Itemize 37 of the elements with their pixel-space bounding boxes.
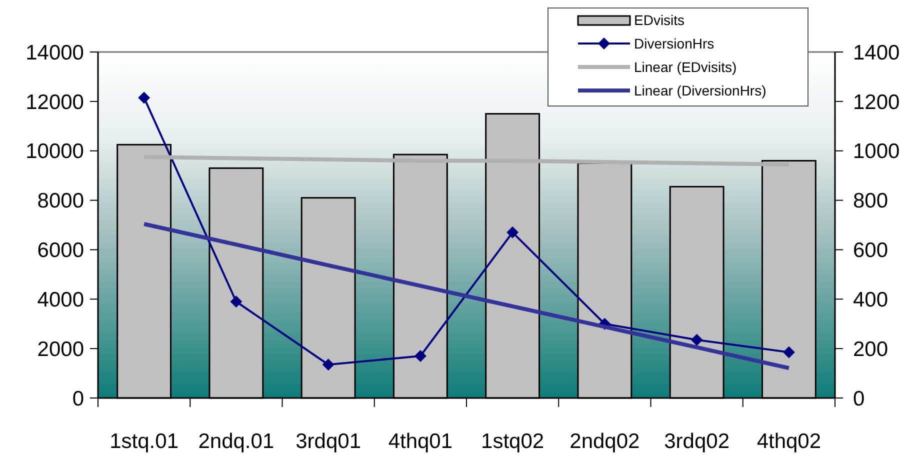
point xyxy=(506,226,519,238)
y2-tick-label: 800 xyxy=(853,190,888,213)
x-tick-label: 1stq02 xyxy=(481,430,544,453)
x-tick-label: 4thq01 xyxy=(388,430,453,453)
y2-tick-label: 1200 xyxy=(853,90,900,114)
point xyxy=(782,346,795,358)
legend-label: Linear (DiversionHrs) xyxy=(634,82,766,98)
y-tick-label: 10000 xyxy=(26,140,84,164)
x-tick-label: 2ndq02 xyxy=(570,430,640,453)
x-tick-label: 2ndq.01 xyxy=(198,430,274,453)
line-series xyxy=(142,155,791,166)
y-tick-label: 12000 xyxy=(26,90,84,114)
point xyxy=(322,358,334,371)
y-tick-label: 6000 xyxy=(37,239,84,262)
y-tick-label: 0 xyxy=(72,387,84,410)
x-tick-label: 3rdq01 xyxy=(296,430,362,453)
point xyxy=(414,350,426,362)
point xyxy=(138,92,150,104)
x-tick-label: 1stq.01 xyxy=(110,430,179,453)
legend-label: Linear (EDvisits) xyxy=(634,58,737,75)
y2-tick-label: 600 xyxy=(853,239,888,262)
y2-tick-label: 0 xyxy=(853,387,865,410)
point xyxy=(230,296,242,308)
y-tick-label: 8000 xyxy=(37,190,84,213)
x-tick-label: 3rdq02 xyxy=(664,430,730,453)
x-tick-label: 4thq02 xyxy=(756,430,822,453)
y2-tick-label: 200 xyxy=(853,338,888,361)
y2-tick-label: 1400 xyxy=(853,41,900,64)
line-series xyxy=(142,222,791,370)
point xyxy=(690,334,703,346)
y-tick-label: 2000 xyxy=(37,338,84,361)
y2-tick-label: 400 xyxy=(853,288,888,312)
legend-label: EDvisits xyxy=(634,12,685,28)
y2-tick-label: 1000 xyxy=(853,140,900,164)
y-tick-label: 14000 xyxy=(26,41,84,64)
legend-label: DiversionHrs xyxy=(634,35,714,52)
y-tick-label: 4000 xyxy=(37,288,84,312)
